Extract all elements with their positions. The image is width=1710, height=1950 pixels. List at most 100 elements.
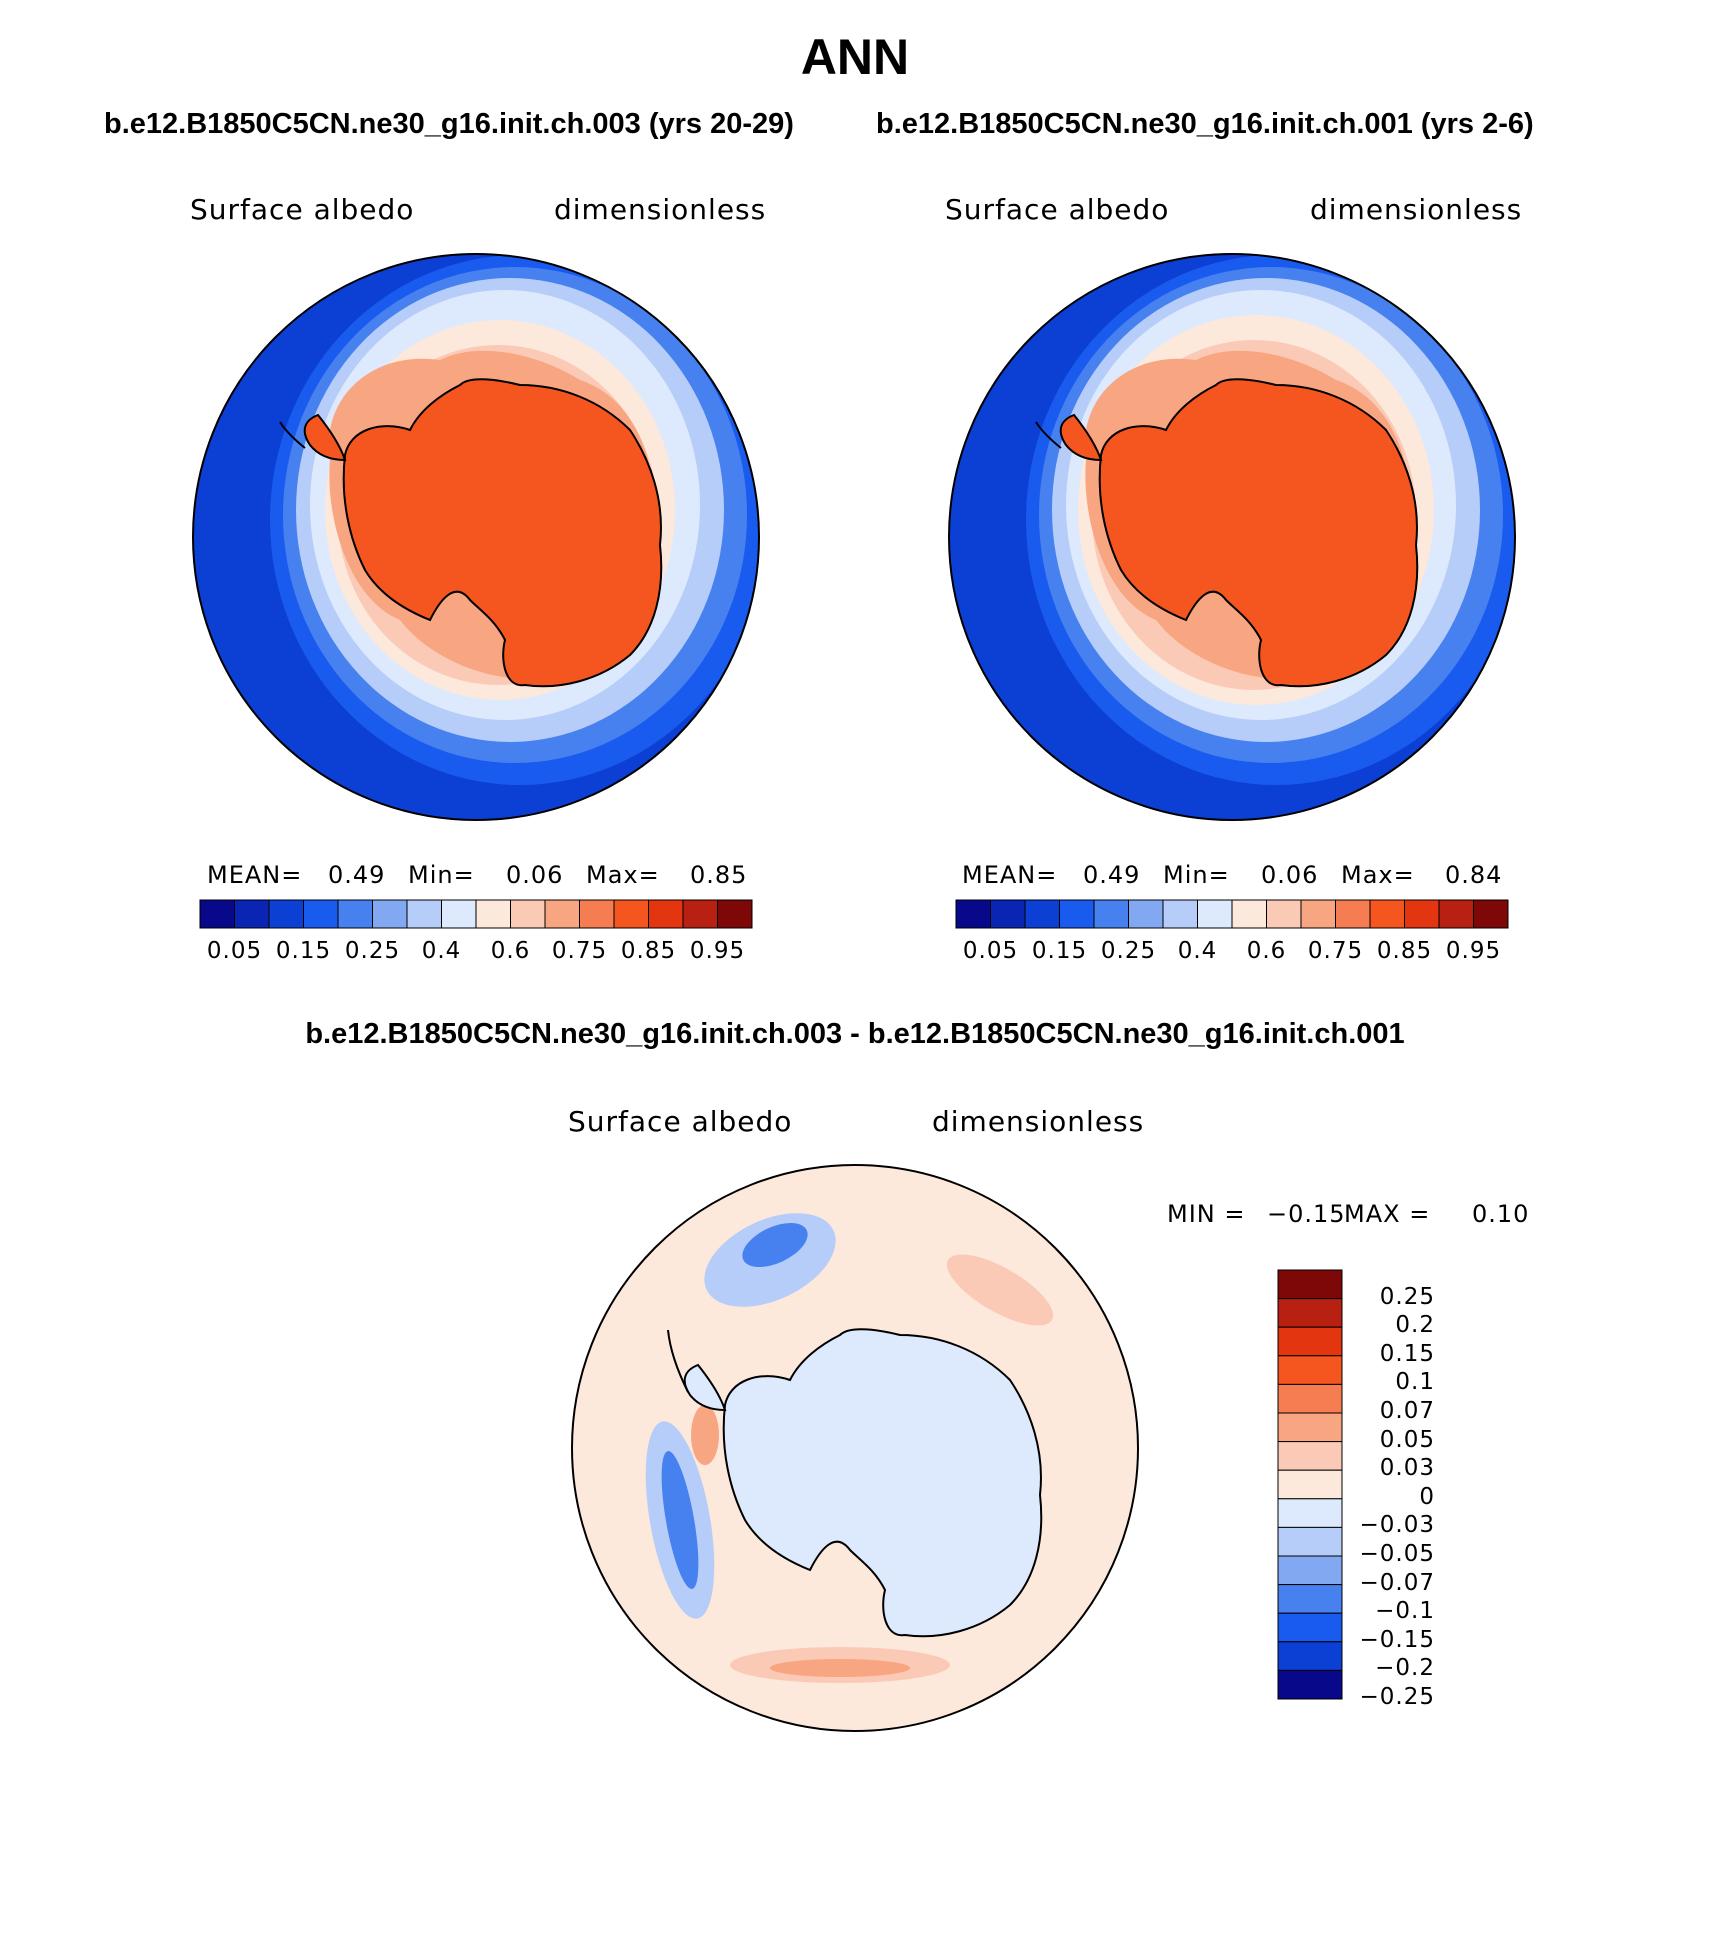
left-peninsula-line <box>279 421 306 449</box>
right-peninsula-line <box>1035 421 1062 449</box>
right-colorbar-tick-label: 0.95 <box>1445 938 1502 964</box>
diff-colorbar-tick-label: 0.05 <box>1379 1426 1435 1453</box>
diff-colorbar-tick-label: 0.15 <box>1379 1340 1435 1367</box>
right-colorbar-segment <box>1093 899 1129 929</box>
diff-colorbar-segment <box>1277 1298 1343 1328</box>
right-mean-label: MEAN= <box>962 861 1058 889</box>
diff-max-label: MAX = <box>1344 1200 1431 1228</box>
right-colorbar-segment <box>1059 899 1095 929</box>
diff-colorbar-segment <box>1277 1469 1343 1500</box>
right-variable-label: Surface albedo <box>945 193 1170 226</box>
left-map-border <box>192 253 760 821</box>
diff-colorbar-tick-label: 0.03 <box>1379 1455 1435 1482</box>
left-colorbar-segment <box>613 899 649 929</box>
left-mean-value: 0.49 <box>328 861 386 889</box>
right-mean-value: 0.49 <box>1083 861 1141 889</box>
left-min-label: Min= <box>408 861 475 889</box>
left-colorbar-tick-label: 0.4 <box>421 938 462 964</box>
left-colorbar-segment <box>510 899 546 929</box>
left-max-label: Max= <box>586 861 660 889</box>
left-colorbar-segment <box>406 899 442 929</box>
right-colorbar-tick-label: 0.4 <box>1177 938 1218 964</box>
left-colorbar-tick-label: 0.6 <box>490 938 531 964</box>
left-mean-label: MEAN= <box>207 861 303 889</box>
diff-anomaly-pos-3 <box>691 1405 719 1465</box>
diff-colorbar-segment <box>1277 1526 1343 1557</box>
diff-colorbar-segment <box>1277 1584 1343 1614</box>
diff-colorbar-segment <box>1277 1641 1343 1671</box>
left-colorbar-segment <box>682 899 718 929</box>
diff-colorbar-tick-label: −0.25 <box>1359 1684 1435 1710</box>
right-colorbar-segment <box>955 899 991 929</box>
right-colorbar-segment <box>1473 899 1509 929</box>
left-colorbar-segment <box>441 899 477 929</box>
left-colorbar <box>199 899 753 929</box>
diff-colorbar-tick-label: 0 <box>1419 1483 1435 1510</box>
diff-colorbar-tick-label: −0.05 <box>1359 1541 1435 1567</box>
diff-colorbar-segment <box>1277 1669 1343 1700</box>
diff-colorbar-segment <box>1277 1383 1343 1414</box>
left-colorbar-tick-label: 0.95 <box>689 938 746 964</box>
left-colorbar-segment <box>579 899 615 929</box>
right-min-label: Min= <box>1163 861 1230 889</box>
diff-colorbar-tick-label: 0.2 <box>1395 1312 1435 1339</box>
right-colorbar-segment <box>1128 899 1164 929</box>
left-colorbar-segment <box>717 899 753 929</box>
diff-colorbar-tick-label: −0.07 <box>1359 1569 1435 1596</box>
right-colorbar-segment <box>1438 899 1474 929</box>
right-colorbar-tick-label: 0.05 <box>962 938 1019 964</box>
diff-min-value: −0.15 <box>1267 1200 1346 1228</box>
right-colorbar-tick-label: 0.75 <box>1307 938 1364 964</box>
right-map-border <box>948 253 1516 821</box>
diff-anomaly-pos-1 <box>946 1254 1054 1326</box>
diff-colorbar-tick-label: −0.2 <box>1375 1655 1435 1682</box>
diff-units-label: dimensionless <box>932 1105 1145 1138</box>
diff-colorbar-segment <box>1277 1441 1343 1471</box>
diff-variable-label: Surface albedo <box>568 1105 793 1138</box>
diff-colorbar-tick-label: 0.1 <box>1395 1369 1435 1396</box>
diff-max-value: 0.10 <box>1472 1200 1530 1228</box>
left-colorbar-segment <box>648 899 684 929</box>
left-colorbar-tick-label: 0.75 <box>551 938 608 964</box>
diff-antarctica <box>722 1328 1043 1638</box>
diff-peninsula-line <box>667 1329 689 1393</box>
left-max-value: 0.85 <box>690 861 748 889</box>
left-colorbar-tick-label: 0.85 <box>620 938 677 964</box>
left-colorbar-segment <box>234 899 270 929</box>
right-polar-map <box>949 254 1515 820</box>
diff-anomaly-neg-1-core <box>742 1222 808 1268</box>
diff-min-label: MIN = <box>1167 1200 1246 1228</box>
right-colorbar <box>955 899 1509 929</box>
right-colorbar-segment <box>1197 899 1233 929</box>
left-colorbar-tick-label: 0.15 <box>275 938 332 964</box>
diff-polar-map <box>572 1165 1138 1731</box>
diff-colorbar-segment <box>1277 1555 1343 1586</box>
diff-map-border <box>571 1164 1139 1732</box>
left-colorbar-segment <box>544 899 580 929</box>
right-max-label: Max= <box>1341 861 1415 889</box>
left-polar-map <box>193 254 759 820</box>
right-colorbar-segment <box>1335 899 1371 929</box>
diff-colorbar <box>1277 1269 1343 1700</box>
right-min-value: 0.06 <box>1261 861 1319 889</box>
diff-colorbar-segment <box>1277 1612 1343 1643</box>
left-colorbar-tick-label: 0.05 <box>206 938 263 964</box>
right-max-value: 0.84 <box>1445 861 1503 889</box>
right-colorbar-segment <box>1266 899 1302 929</box>
difference-title: b.e12.B1850C5CN.ne30_g16.init.ch.003 - b… <box>305 1018 1405 1050</box>
diff-colorbar-segment <box>1277 1498 1343 1528</box>
right-colorbar-segment <box>1231 899 1267 929</box>
left-colorbar-segment <box>372 899 408 929</box>
diff-anomaly-neg-2-core <box>661 1451 699 1589</box>
page-title: ANN <box>800 29 910 85</box>
diff-colorbar-segment <box>1277 1269 1343 1300</box>
left-colorbar-segment <box>268 899 304 929</box>
left-variable-label: Surface albedo <box>190 193 415 226</box>
left-units-label: dimensionless <box>554 193 767 226</box>
diff-peninsula <box>683 1363 727 1412</box>
diff-colorbar-segment <box>1277 1355 1343 1385</box>
right-colorbar-segment <box>1404 899 1440 929</box>
left-min-value: 0.06 <box>506 861 564 889</box>
diff-colorbar-segment <box>1277 1412 1343 1443</box>
